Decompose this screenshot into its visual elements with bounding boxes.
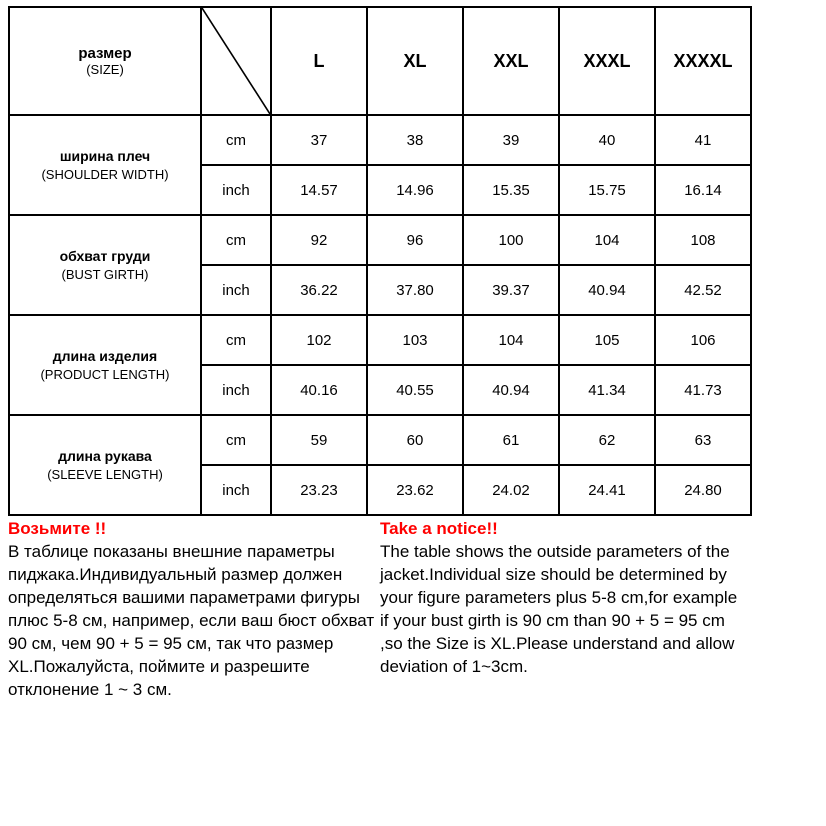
unit-inch: inch — [201, 465, 271, 515]
notice-en-body: The table shows the outside parameters o… — [380, 542, 737, 676]
value-cell: 105 — [559, 315, 655, 365]
value-cell: 100 — [463, 215, 559, 265]
size-header-en: (SIZE) — [11, 62, 199, 77]
notice-section: Возьмите !! В таблице показаны внешние п… — [8, 518, 748, 702]
value-cell: 106 — [655, 315, 751, 365]
value-cell: 40 — [559, 115, 655, 165]
value-cell: 40.94 — [463, 365, 559, 415]
value-cell: 104 — [559, 215, 655, 265]
size-col-2: XXL — [463, 7, 559, 115]
unit-inch: inch — [201, 265, 271, 315]
unit-inch: inch — [201, 365, 271, 415]
value-cell: 39.37 — [463, 265, 559, 315]
measurement-label: длина рукава (SLEEVE LENGTH) — [9, 415, 201, 515]
value-cell: 62 — [559, 415, 655, 465]
size-header-label: размер (SIZE) — [9, 7, 201, 115]
measurement-en: (PRODUCT LENGTH) — [14, 366, 196, 384]
value-cell: 41 — [655, 115, 751, 165]
value-cell: 24.80 — [655, 465, 751, 515]
diagonal-line-icon — [202, 8, 270, 114]
value-cell: 61 — [463, 415, 559, 465]
measurement-en: (SLEEVE LENGTH) — [14, 466, 196, 484]
value-cell: 103 — [367, 315, 463, 365]
table-row: обхват груди (BUST GIRTH) cm 92 96 100 1… — [9, 215, 751, 265]
value-cell: 23.23 — [271, 465, 367, 515]
value-cell: 41.34 — [559, 365, 655, 415]
value-cell: 59 — [271, 415, 367, 465]
measurement-ru: длина рукава — [14, 447, 196, 466]
value-cell: 41.73 — [655, 365, 751, 415]
value-cell: 39 — [463, 115, 559, 165]
value-cell: 40.55 — [367, 365, 463, 415]
notice-ru-title: Возьмите !! — [8, 519, 106, 538]
notice-ru: Возьмите !! В таблице показаны внешние п… — [8, 518, 376, 702]
value-cell: 14.96 — [367, 165, 463, 215]
notice-ru-body: В таблице показаны внешние параметры пид… — [8, 542, 374, 699]
value-cell: 40.94 — [559, 265, 655, 315]
unit-cm: cm — [201, 115, 271, 165]
value-cell: 23.62 — [367, 465, 463, 515]
value-cell: 40.16 — [271, 365, 367, 415]
value-cell: 104 — [463, 315, 559, 365]
value-cell: 38 — [367, 115, 463, 165]
size-col-4: XXXXL — [655, 7, 751, 115]
size-col-1: XL — [367, 7, 463, 115]
notice-en: Take a notice!! The table shows the outs… — [380, 518, 748, 702]
unit-cm: cm — [201, 415, 271, 465]
table-row: ширина плеч (SHOULDER WIDTH) cm 37 38 39… — [9, 115, 751, 165]
value-cell: 37.80 — [367, 265, 463, 315]
measurement-en: (SHOULDER WIDTH) — [14, 166, 196, 184]
measurement-en: (BUST GIRTH) — [14, 266, 196, 284]
value-cell: 15.35 — [463, 165, 559, 215]
value-cell: 60 — [367, 415, 463, 465]
unit-inch: inch — [201, 165, 271, 215]
value-cell: 24.41 — [559, 465, 655, 515]
size-col-0: L — [271, 7, 367, 115]
size-col-3: XXXL — [559, 7, 655, 115]
notice-en-title: Take a notice!! — [380, 519, 498, 538]
measurement-ru: обхват груди — [14, 247, 196, 266]
size-chart-table: размер (SIZE) L XL XXL XXXL XXXXL ширина… — [8, 6, 752, 516]
size-header-ru: размер — [11, 45, 199, 62]
diagonal-cell — [201, 7, 271, 115]
unit-cm: cm — [201, 315, 271, 365]
measurement-ru: длина изделия — [14, 347, 196, 366]
size-header-row: размер (SIZE) L XL XXL XXXL XXXXL — [9, 7, 751, 115]
value-cell: 14.57 — [271, 165, 367, 215]
table-row: длина изделия (PRODUCT LENGTH) cm 102 10… — [9, 315, 751, 365]
value-cell: 96 — [367, 215, 463, 265]
value-cell: 15.75 — [559, 165, 655, 215]
table-row: длина рукава (SLEEVE LENGTH) cm 59 60 61… — [9, 415, 751, 465]
value-cell: 24.02 — [463, 465, 559, 515]
unit-cm: cm — [201, 215, 271, 265]
value-cell: 108 — [655, 215, 751, 265]
value-cell: 92 — [271, 215, 367, 265]
value-cell: 36.22 — [271, 265, 367, 315]
value-cell: 102 — [271, 315, 367, 365]
value-cell: 42.52 — [655, 265, 751, 315]
measurement-label: длина изделия (PRODUCT LENGTH) — [9, 315, 201, 415]
measurement-label: обхват груди (BUST GIRTH) — [9, 215, 201, 315]
measurement-label: ширина плеч (SHOULDER WIDTH) — [9, 115, 201, 215]
value-cell: 37 — [271, 115, 367, 165]
value-cell: 63 — [655, 415, 751, 465]
measurement-ru: ширина плеч — [14, 147, 196, 166]
value-cell: 16.14 — [655, 165, 751, 215]
